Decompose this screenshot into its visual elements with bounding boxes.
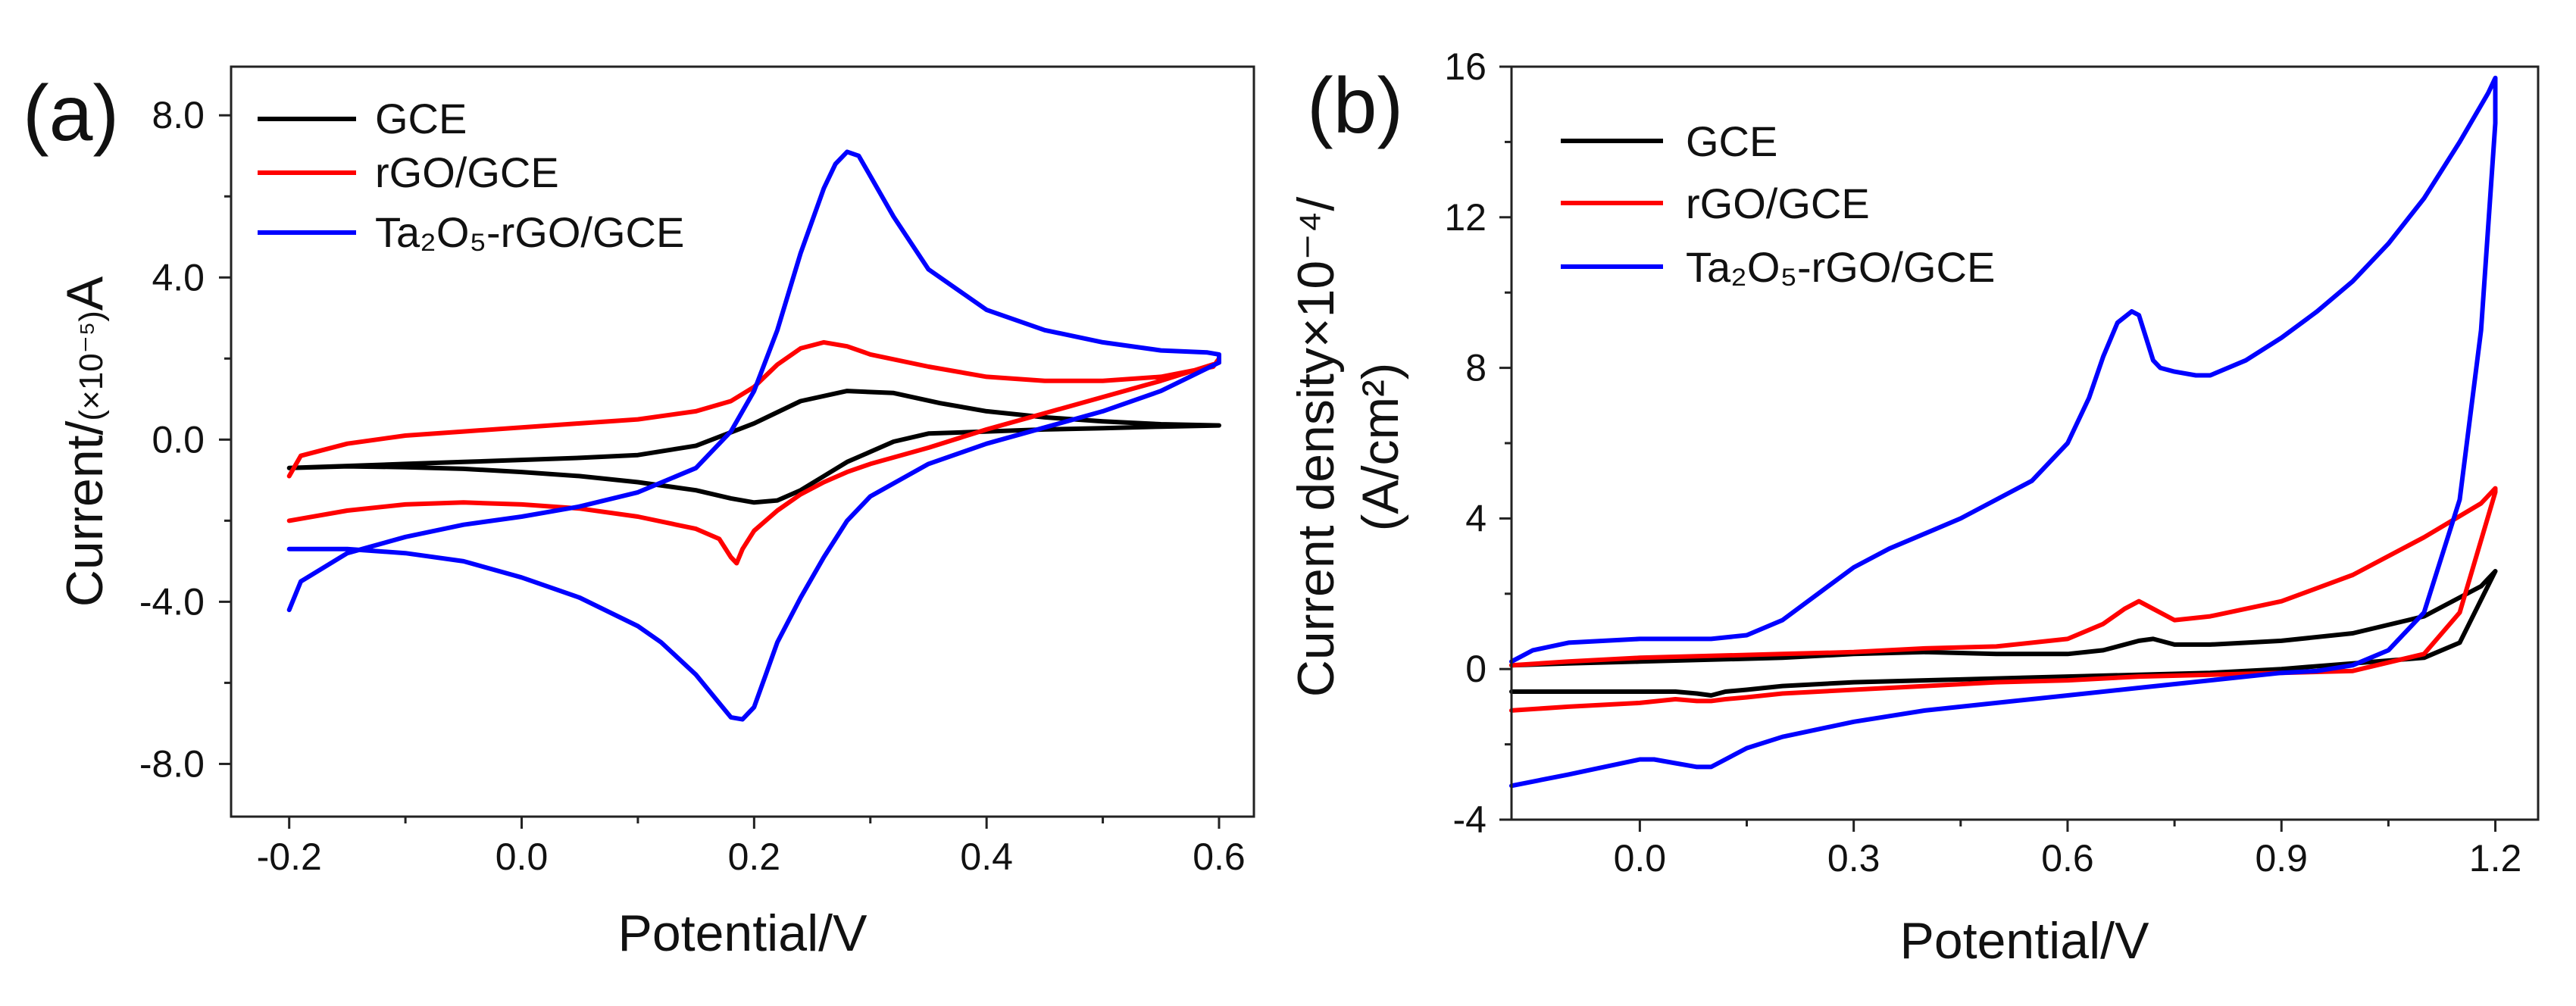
panel-a-y-tick-label: 8.0 — [152, 94, 205, 136]
panel-a-label: (a) — [23, 70, 119, 158]
panel-a-x-axis-title: Potential/V — [618, 904, 868, 962]
panel-b-y-tick-label: 12 — [1444, 196, 1487, 239]
panel-b-x-tick-label: 0.9 — [2255, 837, 2308, 879]
panel-a-legend-label-gce: GCE — [375, 95, 467, 142]
panel-a-y-tick-label: -8.0 — [139, 742, 205, 785]
panel-a-x-tick-labels: -0.2 0.0 0.2 0.4 0.6 — [257, 836, 1246, 878]
panel-a-plot-frame — [230, 65, 1255, 818]
panel-b-y-tick-label: -4 — [1453, 798, 1487, 841]
panel-b-y-tick-labels: -4 0 4 8 12 16 — [1444, 45, 1487, 841]
panel-a-y-tick-label: 0.0 — [152, 418, 205, 461]
panel-b-y-title-line2: (A/cm²) — [1352, 363, 1409, 532]
panel-a: (a) -0.2 0.0 0.2 0.4 0.6 -8.0 -4.0 0.0 4.0 8.0 P… — [23, 65, 1255, 962]
panel-a-x-tick-label: 0.6 — [1193, 836, 1246, 878]
panel-a-y-tick-label: -4.0 — [139, 580, 205, 623]
panel-b-plot-frame — [1510, 65, 2540, 821]
panel-b-x-tick-labels: 0.0 0.3 0.6 0.9 1.2 — [1614, 837, 2522, 879]
panel-a-x-tick-label: -0.2 — [257, 836, 322, 878]
panel-b-series-rgo — [1509, 486, 2498, 713]
svg-text:Current/(×10⁻⁵)A: Current/(×10⁻⁵)A — [56, 276, 114, 607]
panel-a-y-tick-labels: -8.0 -4.0 0.0 4.0 8.0 — [139, 94, 205, 785]
panel-a-x-tick-label: 0.0 — [496, 836, 549, 878]
panel-b-y-tick-label: 16 — [1444, 45, 1487, 88]
panel-a-y-title-multiplier: (×10⁻⁵) — [73, 311, 110, 420]
panel-a-y-title-prefix: Current/ — [56, 420, 114, 607]
panel-b-x-tick-label: 0.6 — [2041, 837, 2094, 879]
panel-a-y-axis-title: Current/(×10⁻⁵)A — [56, 276, 114, 607]
panel-b-legend-label-gce: GCE — [1686, 117, 1777, 165]
panel-b-series-ta2o5 — [1509, 75, 2498, 789]
panel-b: (b) 0.0 0.3 0.6 0.9 1.2 -4 0 4 8 12 16 Potential/… — [1287, 45, 2540, 970]
panel-a-y-title-unit: A — [56, 276, 114, 311]
panel-b-plot-series — [1509, 75, 2498, 789]
panel-b-label: (b) — [1307, 62, 1403, 150]
panel-b-legend: GCE rGO/GCE Ta₂O₅-rGO/GCE — [1561, 117, 1995, 291]
panel-b-x-tick-label: 1.2 — [2469, 837, 2522, 879]
panel-b-x-tick-label: 0.3 — [1827, 837, 1880, 879]
panel-b-series-gce — [1509, 569, 2498, 698]
panel-b-y-tick-label: 0 — [1465, 648, 1487, 690]
panel-a-legend-label-rgo: rGO/GCE — [375, 148, 559, 196]
panel-a-y-tick-label: 4.0 — [152, 256, 205, 298]
panel-b-y-axis-title: Current density×10⁻⁴/ (A/cm²) — [1287, 197, 1409, 698]
panel-a-legend: GCE rGO/GCE Ta₂O₅-rGO/GCE — [258, 95, 684, 256]
panel-b-x-axis-title: Potential/V — [1900, 912, 2150, 970]
panel-b-y-tick-label: 4 — [1465, 497, 1487, 539]
panel-b-legend-label-rgo: rGO/GCE — [1686, 180, 1870, 227]
panel-b-y-title-line1: Current density×10⁻⁴/ — [1287, 197, 1345, 698]
panel-a-plot-series — [286, 149, 1221, 722]
panel-a-x-tick-label: 0.4 — [960, 836, 1013, 878]
panel-a-legend-label-ta2o5: Ta₂O₅-rGO/GCE — [375, 208, 684, 256]
panel-b-x-tick-label: 0.0 — [1614, 837, 1667, 879]
panel-a-x-tick-label: 0.2 — [728, 836, 781, 878]
panel-b-y-tick-label: 8 — [1465, 347, 1487, 389]
panel-a-series-ta2o5 — [286, 149, 1221, 722]
panel-b-legend-label-ta2o5: Ta₂O₅-rGO/GCE — [1686, 243, 1995, 291]
